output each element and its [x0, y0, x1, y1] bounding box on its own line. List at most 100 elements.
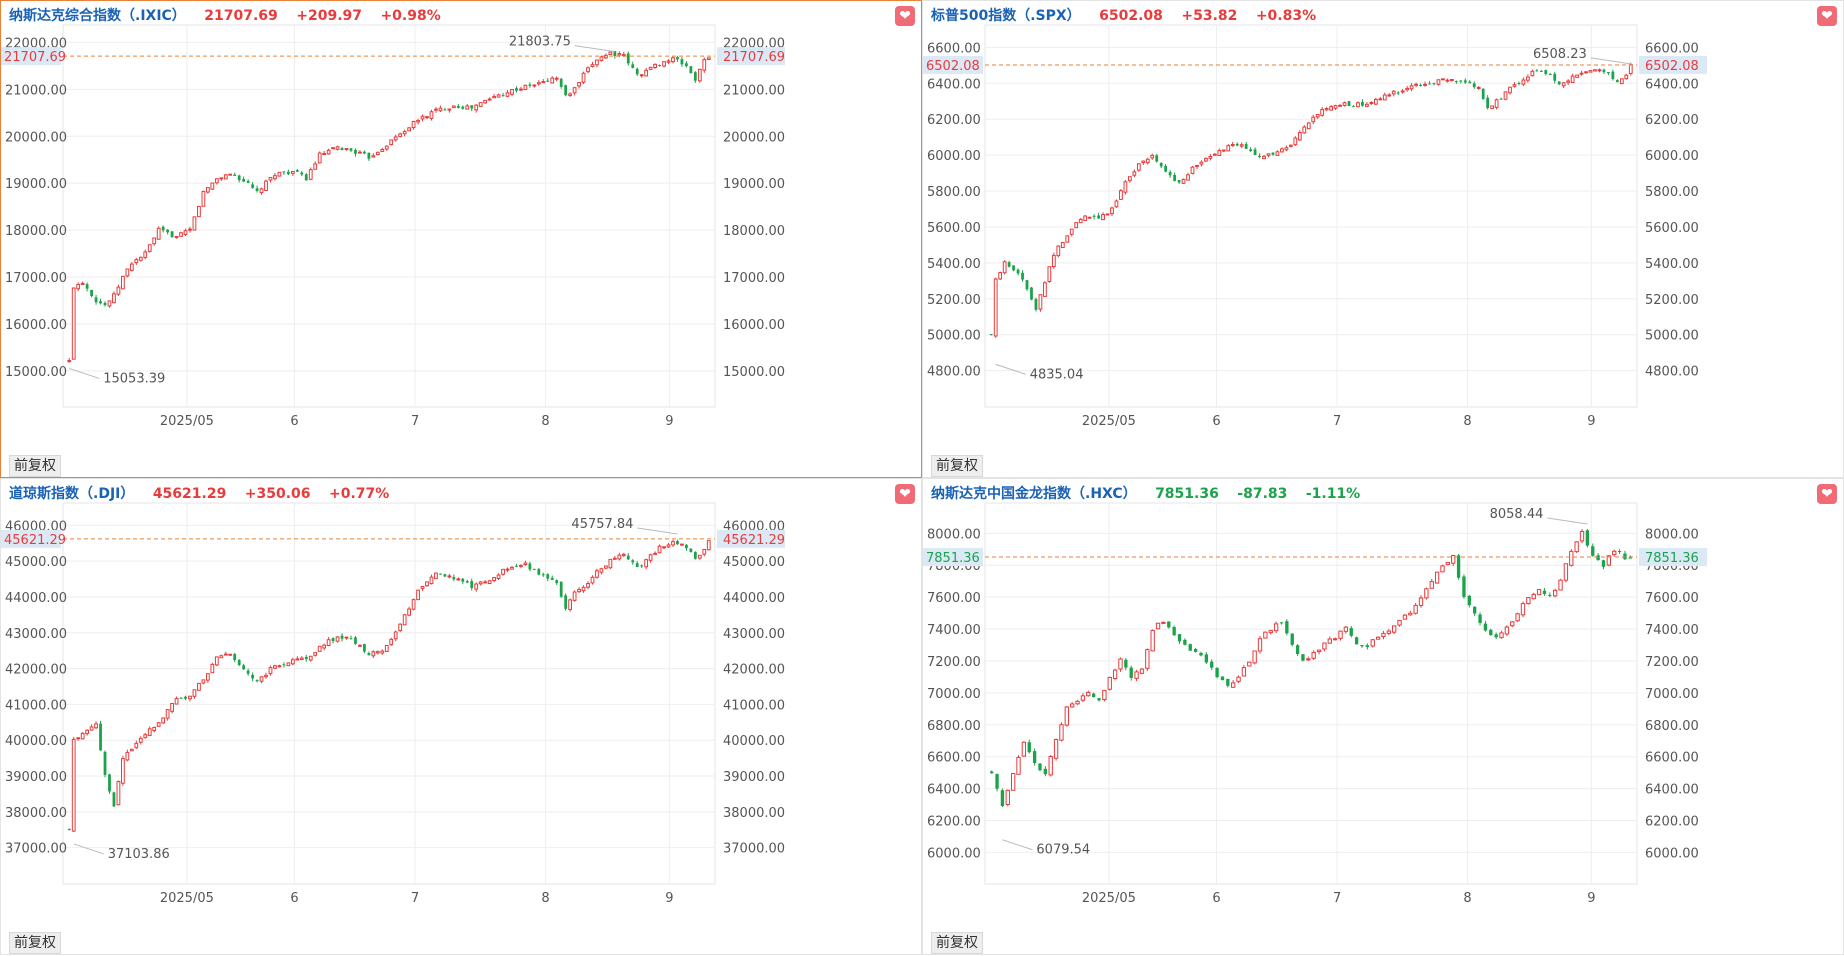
y-tick-label: 5600.00: [927, 221, 981, 236]
panel-dji[interactable]: 道琼斯指数（.DJI） 45621.29 +350.06 +0.77% ❤ 37…: [0, 478, 922, 955]
y-tick-label: 6200.00: [927, 113, 981, 128]
candle-body: [1273, 623, 1279, 632]
candle-body: [1365, 645, 1370, 648]
y-tick-label: 42000.00: [5, 663, 67, 678]
y-tick-label: 42000.00: [723, 663, 785, 678]
candle-body: [255, 188, 259, 191]
x-tick-label: 8: [541, 414, 549, 429]
x-tick-label: 6: [290, 891, 298, 906]
candle-body: [671, 57, 675, 63]
candle-body: [1349, 628, 1353, 636]
y-tick-label: 39000.00: [723, 770, 785, 785]
candle-body: [197, 682, 201, 691]
candle-body: [474, 104, 479, 111]
current-price-badge-right: [717, 529, 785, 548]
candle-body: [1354, 637, 1359, 645]
candle-body: [1102, 689, 1107, 701]
candle-body: [1628, 64, 1633, 75]
candle-body: [680, 59, 684, 65]
candle-body: [1332, 638, 1338, 641]
heart-icon[interactable]: ❤: [895, 6, 915, 26]
panel-hxc[interactable]: 纳斯达克中国金龙指数（.HXC） 7851.36 -87.83 -1.11% ❤…: [922, 478, 1844, 955]
candle-body: [1381, 632, 1386, 637]
candle-body: [1347, 101, 1351, 107]
high-label: 45757.84: [571, 517, 633, 532]
candle-body: [371, 651, 376, 657]
candle-body: [1053, 739, 1059, 759]
candle-body: [1177, 634, 1182, 642]
candle-body: [572, 591, 577, 601]
candle-body: [161, 226, 165, 231]
candle-body: [1508, 86, 1512, 94]
candle-body: [107, 300, 112, 307]
candle-body: [1231, 682, 1236, 688]
current-price-label: 7851.36: [926, 551, 980, 566]
candle-body: [1424, 588, 1429, 599]
candle-body: [1535, 70, 1539, 72]
candle-body: [1418, 597, 1424, 606]
current-price-badge-left: [1, 47, 61, 66]
heart-icon[interactable]: ❤: [895, 484, 915, 504]
candle-body: [1070, 703, 1075, 708]
y-tick-label: 6000.00: [927, 846, 981, 861]
candle-body: [1220, 676, 1225, 681]
candle-body: [1585, 530, 1590, 546]
candle-body: [1249, 149, 1253, 152]
candle-body: [501, 95, 505, 97]
candle-body: [1504, 626, 1510, 635]
candle-body: [1266, 153, 1271, 156]
low-leader: [73, 843, 104, 855]
candle-body: [166, 229, 170, 233]
candle-body: [184, 696, 187, 699]
candle-body: [1253, 149, 1257, 155]
adjust-button[interactable]: 前复权: [931, 455, 983, 477]
candle-body: [621, 54, 626, 57]
panel-ixic[interactable]: 纳斯达克综合指数（.IXIC） 21707.69 +209.97 +0.98% …: [0, 0, 922, 478]
candle-body: [134, 742, 139, 749]
candle-body: [617, 554, 622, 560]
candle-body: [1080, 695, 1086, 701]
candle-body: [286, 171, 290, 174]
y-tick-label: 7200.00: [1645, 655, 1699, 670]
candle-body: [152, 237, 157, 245]
candle-body: [1617, 551, 1622, 553]
candle-body: [478, 102, 483, 107]
y-tick-label: 6000.00: [927, 149, 981, 164]
index-price: 21707.69: [204, 8, 278, 24]
candle-body: [67, 828, 71, 830]
candle-body: [1434, 571, 1440, 584]
adjust-button[interactable]: 前复权: [9, 932, 61, 954]
candle-body: [666, 60, 671, 63]
adjust-button[interactable]: 前复权: [9, 455, 61, 477]
candle-body: [214, 656, 219, 666]
index-price: 6502.08: [1099, 8, 1163, 24]
panel-spx[interactable]: 标普500指数（.SPX） 6502.08 +53.82 +0.83% ❤ 48…: [922, 0, 1844, 478]
candle-body: [237, 175, 241, 181]
candle-body: [1030, 287, 1033, 300]
candle-body: [993, 278, 998, 337]
y-tick-label: 44000.00: [5, 591, 67, 606]
candle-body: [702, 548, 707, 555]
candle-body: [340, 147, 344, 151]
candle-body: [434, 572, 438, 580]
candle-body: [1405, 87, 1410, 91]
heart-icon[interactable]: ❤: [1817, 6, 1837, 26]
candle-body: [1221, 149, 1226, 152]
y-tick-label: 6600.00: [927, 751, 981, 766]
candle-body: [1247, 661, 1252, 667]
candle-body: [282, 664, 286, 666]
candle-body: [581, 72, 586, 83]
candle-body: [1530, 70, 1535, 77]
candle-body: [1002, 261, 1007, 274]
candle-body: [223, 653, 228, 656]
candle-body: [662, 61, 666, 67]
candle-body: [456, 578, 461, 581]
candle-body: [219, 177, 224, 180]
heart-icon[interactable]: ❤: [1817, 484, 1837, 504]
y-tick-label: 16000.00: [5, 318, 67, 333]
candle-body: [1563, 563, 1569, 581]
adjust-button[interactable]: 前复权: [931, 932, 983, 954]
candle-body: [326, 149, 331, 155]
panel-header: 道琼斯指数（.DJI） 45621.29 +350.06 +0.77%: [9, 483, 389, 505]
candle-body: [1161, 621, 1166, 624]
